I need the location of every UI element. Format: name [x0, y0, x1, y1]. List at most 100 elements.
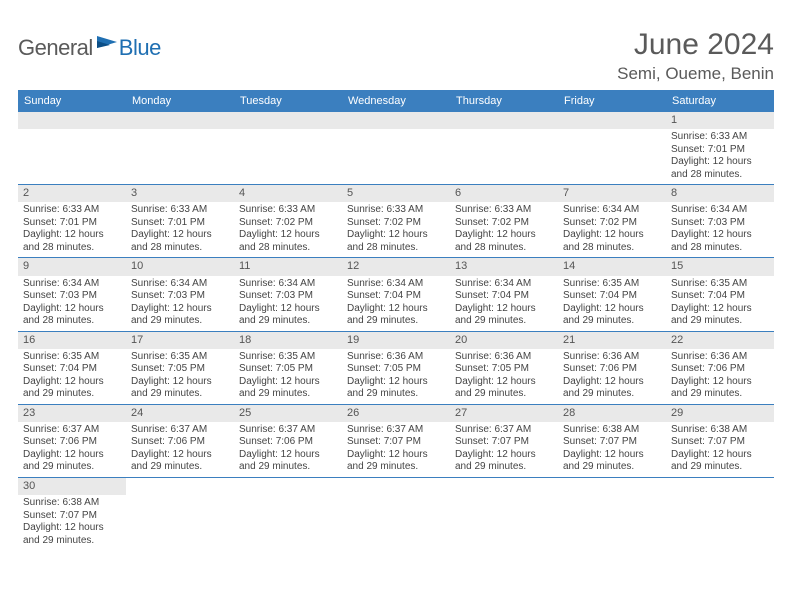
- day-cell: 8Sunrise: 6:34 AMSunset: 7:03 PMDaylight…: [666, 185, 774, 257]
- day-cell: 22Sunrise: 6:36 AMSunset: 7:06 PMDayligh…: [666, 332, 774, 404]
- day-cell: [18, 112, 126, 184]
- day-number: [234, 112, 342, 129]
- week-row: 16Sunrise: 6:35 AMSunset: 7:04 PMDayligh…: [18, 332, 774, 405]
- day-cell: 26Sunrise: 6:37 AMSunset: 7:07 PMDayligh…: [342, 405, 450, 477]
- calendar: SundayMondayTuesdayWednesdayThursdayFrid…: [18, 90, 774, 550]
- day-cell: 21Sunrise: 6:36 AMSunset: 7:06 PMDayligh…: [558, 332, 666, 404]
- day-details: Sunrise: 6:36 AMSunset: 7:06 PMDaylight:…: [558, 349, 666, 404]
- day-number: 14: [558, 258, 666, 275]
- day-number: [558, 112, 666, 129]
- day-details: Sunrise: 6:38 AMSunset: 7:07 PMDaylight:…: [666, 422, 774, 477]
- week-row: 9Sunrise: 6:34 AMSunset: 7:03 PMDaylight…: [18, 258, 774, 331]
- logo-text-blue: Blue: [119, 35, 161, 61]
- day-cell: [450, 112, 558, 184]
- day-number: [666, 478, 774, 495]
- day-number: [126, 112, 234, 129]
- day-details: Sunrise: 6:35 AMSunset: 7:04 PMDaylight:…: [18, 349, 126, 404]
- day-number: 26: [342, 405, 450, 422]
- day-cell: [558, 478, 666, 550]
- day-details: Sunrise: 6:34 AMSunset: 7:04 PMDaylight:…: [342, 276, 450, 331]
- weekday-header: Monday: [126, 91, 234, 112]
- header: General Blue June 2024 Semi, Oueme, Beni…: [18, 28, 774, 84]
- day-cell: 15Sunrise: 6:35 AMSunset: 7:04 PMDayligh…: [666, 258, 774, 330]
- day-details: [450, 495, 558, 500]
- day-cell: [342, 112, 450, 184]
- day-details: [450, 129, 558, 147]
- day-number: 27: [450, 405, 558, 422]
- day-details: [558, 129, 666, 147]
- day-details: Sunrise: 6:34 AMSunset: 7:03 PMDaylight:…: [234, 276, 342, 331]
- week-row: 23Sunrise: 6:37 AMSunset: 7:06 PMDayligh…: [18, 405, 774, 478]
- day-cell: 19Sunrise: 6:36 AMSunset: 7:05 PMDayligh…: [342, 332, 450, 404]
- day-cell: 4Sunrise: 6:33 AMSunset: 7:02 PMDaylight…: [234, 185, 342, 257]
- day-number: 8: [666, 185, 774, 202]
- calendar-page: General Blue June 2024 Semi, Oueme, Beni…: [0, 0, 792, 560]
- weekday-header-row: SundayMondayTuesdayWednesdayThursdayFrid…: [18, 91, 774, 112]
- day-number: 30: [18, 478, 126, 495]
- day-cell: 6Sunrise: 6:33 AMSunset: 7:02 PMDaylight…: [450, 185, 558, 257]
- day-number: 23: [18, 405, 126, 422]
- day-number: 18: [234, 332, 342, 349]
- weeks-container: 1 Sunrise: 6:33 AMSunset: 7:01 PMDaylight…: [18, 112, 774, 550]
- day-details: Sunrise: 6:38 AMSunset: 7:07 PMDaylight:…: [558, 422, 666, 477]
- day-cell: 9Sunrise: 6:34 AMSunset: 7:03 PMDaylight…: [18, 258, 126, 330]
- day-cell: 13Sunrise: 6:34 AMSunset: 7:04 PMDayligh…: [450, 258, 558, 330]
- day-number: 5: [342, 185, 450, 202]
- day-details: [234, 495, 342, 500]
- day-cell: 20Sunrise: 6:36 AMSunset: 7:05 PMDayligh…: [450, 332, 558, 404]
- day-number: [558, 478, 666, 495]
- day-number: 28: [558, 405, 666, 422]
- day-cell: 7Sunrise: 6:34 AMSunset: 7:02 PMDaylight…: [558, 185, 666, 257]
- weekday-header: Thursday: [450, 91, 558, 112]
- day-details: [342, 495, 450, 500]
- day-cell: [234, 112, 342, 184]
- day-cell: 17Sunrise: 6:35 AMSunset: 7:05 PMDayligh…: [126, 332, 234, 404]
- day-number: [234, 478, 342, 495]
- day-cell: 24Sunrise: 6:37 AMSunset: 7:06 PMDayligh…: [126, 405, 234, 477]
- day-details: Sunrise: 6:37 AMSunset: 7:07 PMDaylight:…: [450, 422, 558, 477]
- day-cell: 27Sunrise: 6:37 AMSunset: 7:07 PMDayligh…: [450, 405, 558, 477]
- day-number: 17: [126, 332, 234, 349]
- day-details: Sunrise: 6:36 AMSunset: 7:05 PMDaylight:…: [450, 349, 558, 404]
- day-number: 6: [450, 185, 558, 202]
- day-details: Sunrise: 6:34 AMSunset: 7:03 PMDaylight:…: [18, 276, 126, 331]
- logo: General Blue: [18, 34, 161, 61]
- day-details: Sunrise: 6:37 AMSunset: 7:06 PMDaylight:…: [18, 422, 126, 477]
- day-number: 22: [666, 332, 774, 349]
- day-number: 29: [666, 405, 774, 422]
- day-number: [342, 478, 450, 495]
- day-number: 4: [234, 185, 342, 202]
- day-details: Sunrise: 6:35 AMSunset: 7:05 PMDaylight:…: [234, 349, 342, 404]
- day-cell: 10Sunrise: 6:34 AMSunset: 7:03 PMDayligh…: [126, 258, 234, 330]
- day-details: Sunrise: 6:34 AMSunset: 7:03 PMDaylight:…: [126, 276, 234, 331]
- title-block: June 2024 Semi, Oueme, Benin: [617, 28, 774, 84]
- day-details: [126, 495, 234, 500]
- day-cell: [450, 478, 558, 550]
- day-cell: 29Sunrise: 6:38 AMSunset: 7:07 PMDayligh…: [666, 405, 774, 477]
- day-number: 2: [18, 185, 126, 202]
- day-details: Sunrise: 6:33 AMSunset: 7:02 PMDaylight:…: [342, 202, 450, 257]
- day-details: Sunrise: 6:33 AMSunset: 7:01 PMDaylight:…: [18, 202, 126, 257]
- day-cell: [666, 478, 774, 550]
- day-details: [666, 495, 774, 500]
- day-number: [18, 112, 126, 129]
- day-cell: 25Sunrise: 6:37 AMSunset: 7:06 PMDayligh…: [234, 405, 342, 477]
- day-number: 7: [558, 185, 666, 202]
- day-cell: [234, 478, 342, 550]
- day-number: 1: [666, 112, 774, 129]
- week-row: 1Sunrise: 6:33 AMSunset: 7:01 PMDaylight…: [18, 112, 774, 185]
- day-number: 9: [18, 258, 126, 275]
- day-cell: 14Sunrise: 6:35 AMSunset: 7:04 PMDayligh…: [558, 258, 666, 330]
- day-details: [18, 129, 126, 147]
- logo-text-general: General: [18, 35, 93, 61]
- day-number: 15: [666, 258, 774, 275]
- day-cell: 1Sunrise: 6:33 AMSunset: 7:01 PMDaylight…: [666, 112, 774, 184]
- week-row: 2Sunrise: 6:33 AMSunset: 7:01 PMDaylight…: [18, 185, 774, 258]
- day-number: 16: [18, 332, 126, 349]
- day-number: 3: [126, 185, 234, 202]
- day-details: [558, 495, 666, 500]
- day-cell: [126, 112, 234, 184]
- day-number: 21: [558, 332, 666, 349]
- day-details: Sunrise: 6:36 AMSunset: 7:05 PMDaylight:…: [342, 349, 450, 404]
- day-cell: 5Sunrise: 6:33 AMSunset: 7:02 PMDaylight…: [342, 185, 450, 257]
